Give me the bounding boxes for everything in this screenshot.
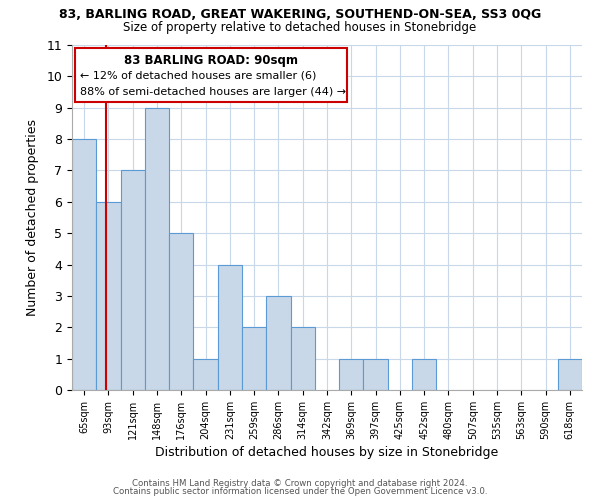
Bar — [558, 358, 582, 390]
Text: ← 12% of detached houses are smaller (6): ← 12% of detached houses are smaller (6) — [80, 71, 316, 81]
Bar — [145, 108, 169, 390]
Bar — [72, 139, 96, 390]
Bar — [290, 328, 315, 390]
Bar — [121, 170, 145, 390]
X-axis label: Distribution of detached houses by size in Stonebridge: Distribution of detached houses by size … — [155, 446, 499, 459]
Text: Contains public sector information licensed under the Open Government Licence v3: Contains public sector information licen… — [113, 487, 487, 496]
Text: 83, BARLING ROAD, GREAT WAKERING, SOUTHEND-ON-SEA, SS3 0QG: 83, BARLING ROAD, GREAT WAKERING, SOUTHE… — [59, 8, 541, 20]
Bar — [266, 296, 290, 390]
Text: Size of property relative to detached houses in Stonebridge: Size of property relative to detached ho… — [124, 22, 476, 35]
Text: Contains HM Land Registry data © Crown copyright and database right 2024.: Contains HM Land Registry data © Crown c… — [132, 478, 468, 488]
Bar — [412, 358, 436, 390]
FancyBboxPatch shape — [74, 48, 347, 102]
Bar — [364, 358, 388, 390]
Text: 83 BARLING ROAD: 90sqm: 83 BARLING ROAD: 90sqm — [124, 54, 298, 66]
Bar — [339, 358, 364, 390]
Bar — [96, 202, 121, 390]
Bar — [193, 358, 218, 390]
Bar — [242, 328, 266, 390]
Y-axis label: Number of detached properties: Number of detached properties — [26, 119, 40, 316]
Bar — [169, 233, 193, 390]
Bar — [218, 264, 242, 390]
Text: 88% of semi-detached houses are larger (44) →: 88% of semi-detached houses are larger (… — [80, 87, 346, 97]
